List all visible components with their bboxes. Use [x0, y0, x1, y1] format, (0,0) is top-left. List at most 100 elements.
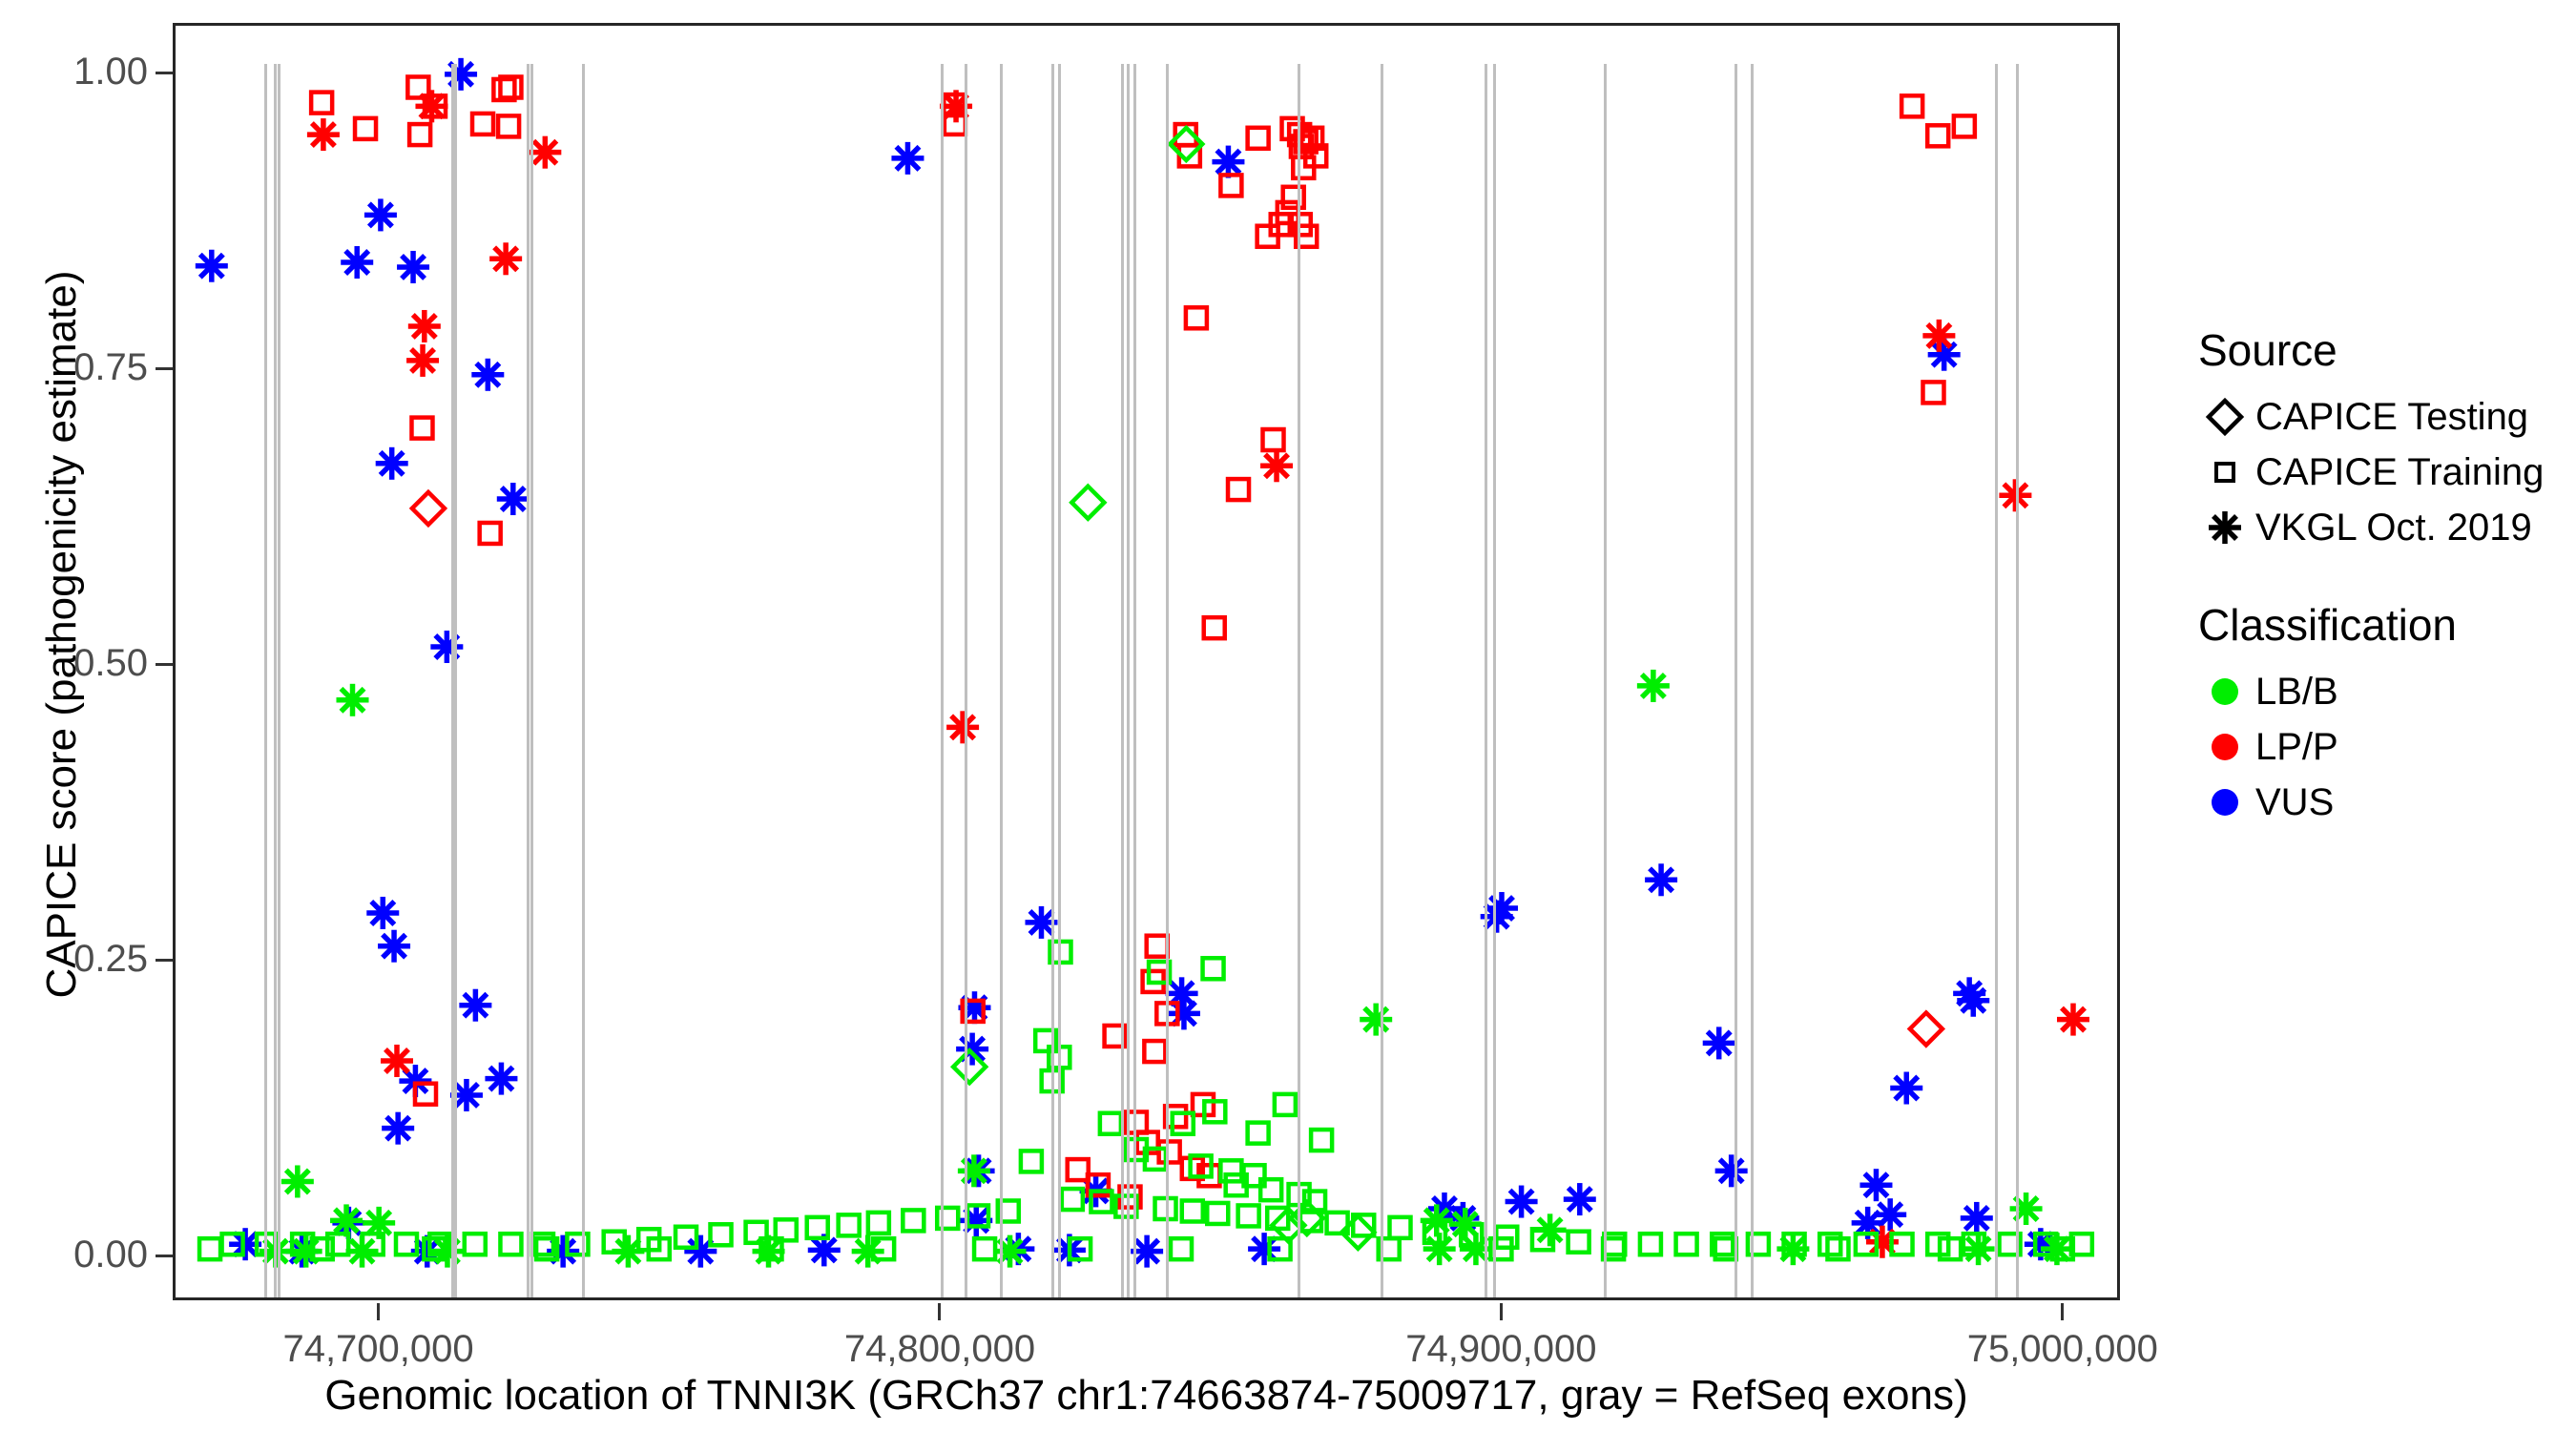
scatter-point: [1702, 1027, 1735, 1060]
exon-line: [940, 63, 944, 1297]
scatter-point: [1245, 125, 1271, 152]
scatter-point: [946, 711, 980, 744]
exon-line: [530, 63, 533, 1297]
scatter-point: [865, 1210, 892, 1236]
scatter-point: [565, 1231, 591, 1257]
scatter-point: [1350, 1213, 1377, 1238]
legend-item-label: LB/B: [2255, 670, 2338, 713]
scatter-point: [1201, 614, 1227, 641]
y-axis-tick: [156, 1255, 173, 1258]
scatter-point: [430, 631, 464, 663]
scatter-point: [382, 1111, 415, 1145]
scatter-point: [1745, 1231, 1772, 1257]
x-axis-tick-label: 74,800,000: [843, 1328, 1036, 1370]
scatter-point: [1142, 1038, 1168, 1065]
scatter-point: [471, 358, 505, 391]
scatter-point: [1245, 1120, 1271, 1146]
y-axis-tick: [156, 959, 173, 963]
y-axis-tick: [156, 663, 173, 667]
scatter-point: [1089, 1189, 1114, 1214]
plot-area: [176, 26, 2117, 1297]
scatter-point: [336, 683, 369, 716]
y-axis-tick-label: 0.25: [73, 937, 148, 980]
scatter-point: [405, 74, 431, 100]
x-axis-tick: [938, 1303, 942, 1320]
scatter-point: [341, 246, 374, 279]
scatter-point: [491, 76, 517, 103]
exon-line: [264, 63, 268, 1297]
scatter-point: [901, 1208, 926, 1234]
scatter-point: [1113, 1193, 1139, 1219]
scatter-point: [462, 1231, 488, 1257]
scatter-point: [1223, 1172, 1249, 1198]
exon-line: [1058, 63, 1062, 1297]
scatter-point: [960, 998, 986, 1025]
scatter-point: [1260, 449, 1294, 483]
scatter-point: [684, 1234, 717, 1268]
scatter-point: [1922, 319, 1956, 352]
scatter-point: [1999, 479, 2032, 512]
legend-item-source[interactable]: CAPICE Testing: [2194, 389, 2557, 445]
exon-line: [1493, 63, 1497, 1297]
legend-item-classification[interactable]: LP/P: [2194, 719, 2557, 775]
scatter-point: [1488, 1235, 1514, 1262]
scatter-point: [1924, 123, 1951, 149]
legend-item-source[interactable]: VKGL Oct. 2019: [2194, 500, 2557, 555]
y-axis-tick-label: 1.00: [73, 50, 148, 93]
legend-item-classification[interactable]: VUS: [2194, 775, 2557, 830]
scatter-point: [1097, 1110, 1124, 1136]
exon-line: [526, 63, 530, 1297]
scatter-point: [957, 1154, 990, 1188]
exon-line: [1484, 63, 1487, 1297]
scatter-point: [1937, 1235, 1963, 1262]
x-axis-tick-label: 75,000,000: [1966, 1328, 2158, 1370]
legend-item-classification[interactable]: LB/B: [2194, 664, 2557, 719]
scatter-point: [743, 1219, 769, 1246]
scatter-point: [1069, 483, 1108, 522]
exon-line: [1166, 63, 1170, 1297]
legend-source-title: Source: [2198, 325, 2337, 375]
scatter-point: [498, 1231, 524, 1257]
scatter-point: [1272, 1091, 1298, 1118]
scatter-point: [1921, 380, 1946, 405]
exon-line: [274, 63, 278, 1297]
scatter-point: [360, 1231, 385, 1257]
scatter-point: [1360, 1003, 1393, 1036]
scatter-point: [1874, 1198, 1907, 1232]
legend-item-source[interactable]: CAPICE Training: [2194, 445, 2557, 500]
scatter-point: [406, 343, 440, 377]
scatter-point: [1167, 124, 1206, 164]
x-axis-tick: [377, 1303, 381, 1320]
square-outline-icon: [2214, 462, 2235, 483]
scatter-point: [1065, 1156, 1091, 1183]
scatter-point: [1906, 1009, 1946, 1048]
exon-line: [454, 63, 458, 1297]
scatter-point: [1131, 1234, 1164, 1268]
scatter-point: [836, 1213, 862, 1238]
scatter-point: [1637, 1231, 1664, 1257]
exon-line: [278, 63, 281, 1297]
scatter-point: [1162, 1104, 1189, 1130]
exon-line: [1735, 63, 1738, 1297]
scatter-point: [1422, 1219, 1448, 1246]
scatter-point: [1817, 1231, 1843, 1257]
legend-classification-title: Classification: [2198, 600, 2457, 650]
scatter-point: [352, 115, 379, 142]
legend-source-items: CAPICE Testing CAPICE Training VKGL Oct. 2…: [2194, 389, 2557, 555]
scatter-point: [330, 1204, 364, 1237]
exon-line: [1126, 63, 1130, 1297]
scatter-point: [1156, 1139, 1182, 1165]
scatter-point: [1566, 1229, 1591, 1255]
plot-panel: [173, 23, 2120, 1300]
scatter-point: [309, 1235, 335, 1262]
scatter-point: [949, 1047, 989, 1087]
scatter-point: [1102, 1023, 1128, 1049]
scatter-point: [412, 1081, 439, 1107]
scatter-series: [197, 939, 2095, 1262]
scatter-point: [1997, 1231, 2023, 1257]
asterisk-icon: [2194, 507, 2255, 549]
scatter-point: [308, 90, 335, 115]
scatter-point: [1236, 1203, 1261, 1229]
scatter-point: [1188, 1153, 1214, 1179]
scatter-point: [496, 483, 530, 515]
